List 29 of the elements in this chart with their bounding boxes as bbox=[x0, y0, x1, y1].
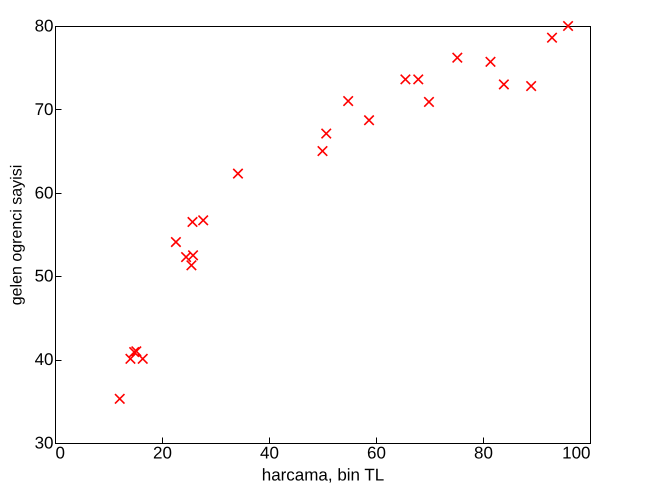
x-tick-label: 100 bbox=[562, 444, 590, 462]
point bbox=[316, 146, 328, 157]
point bbox=[546, 32, 558, 44]
y-tick-label: 30 bbox=[34, 434, 54, 452]
point bbox=[186, 260, 197, 271]
point bbox=[562, 20, 574, 32]
x-tick-label: 0 bbox=[56, 444, 65, 462]
point bbox=[342, 96, 354, 107]
y-tick-label: 80 bbox=[34, 16, 54, 36]
point bbox=[498, 78, 510, 90]
y-tick-label: 50 bbox=[34, 266, 54, 286]
y-tick-label: 70 bbox=[34, 100, 54, 119]
point bbox=[232, 168, 244, 180]
x-axis-title: harcama, bin TL bbox=[262, 466, 384, 484]
x-tick-label: 40 bbox=[260, 444, 279, 462]
point bbox=[320, 128, 332, 140]
point bbox=[423, 96, 435, 108]
point bbox=[526, 80, 537, 92]
point bbox=[484, 56, 496, 68]
point bbox=[452, 52, 463, 64]
point bbox=[170, 236, 182, 248]
y-axis-title: gelen ogrenci sayisi bbox=[8, 164, 26, 306]
y-tick-label: 60 bbox=[34, 183, 54, 202]
point bbox=[114, 393, 126, 404]
x-tick-label: 80 bbox=[474, 444, 493, 462]
x-tick-label: 60 bbox=[367, 444, 386, 462]
x-tick-label: 20 bbox=[153, 444, 172, 462]
y-tick-label: 40 bbox=[34, 350, 54, 370]
point bbox=[364, 114, 375, 126]
